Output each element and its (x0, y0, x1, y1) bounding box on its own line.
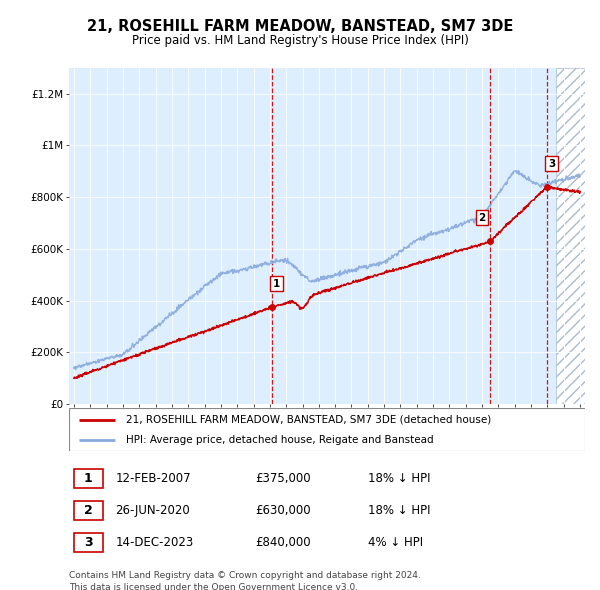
Text: 3: 3 (84, 536, 92, 549)
Text: 26-JUN-2020: 26-JUN-2020 (115, 504, 190, 517)
Text: 1: 1 (273, 279, 280, 289)
Bar (556, 68, 588, 404)
Text: 2: 2 (84, 504, 93, 517)
Text: HPI: Average price, detached house, Reigate and Banstead: HPI: Average price, detached house, Reig… (126, 435, 433, 445)
Text: £840,000: £840,000 (255, 536, 310, 549)
Text: 18% ↓ HPI: 18% ↓ HPI (368, 472, 431, 485)
FancyBboxPatch shape (74, 469, 103, 488)
Text: 1: 1 (84, 472, 93, 485)
Text: £630,000: £630,000 (255, 504, 310, 517)
Text: 3: 3 (548, 159, 556, 169)
FancyBboxPatch shape (69, 408, 585, 451)
Text: 18% ↓ HPI: 18% ↓ HPI (368, 504, 431, 517)
Text: 21, ROSEHILL FARM MEADOW, BANSTEAD, SM7 3DE: 21, ROSEHILL FARM MEADOW, BANSTEAD, SM7 … (87, 19, 513, 34)
Text: 21, ROSEHILL FARM MEADOW, BANSTEAD, SM7 3DE (detached house): 21, ROSEHILL FARM MEADOW, BANSTEAD, SM7 … (126, 415, 491, 425)
Text: Price paid vs. HM Land Registry's House Price Index (HPI): Price paid vs. HM Land Registry's House … (131, 34, 469, 47)
Bar (556, 68, 588, 404)
Text: 14-DEC-2023: 14-DEC-2023 (115, 536, 194, 549)
Text: 4% ↓ HPI: 4% ↓ HPI (368, 536, 424, 549)
Text: £375,000: £375,000 (255, 472, 310, 485)
Text: 12-FEB-2007: 12-FEB-2007 (115, 472, 191, 485)
Text: 2: 2 (478, 213, 485, 223)
FancyBboxPatch shape (74, 501, 103, 520)
Text: Contains HM Land Registry data © Crown copyright and database right 2024.
This d: Contains HM Land Registry data © Crown c… (69, 571, 421, 590)
FancyBboxPatch shape (74, 533, 103, 552)
